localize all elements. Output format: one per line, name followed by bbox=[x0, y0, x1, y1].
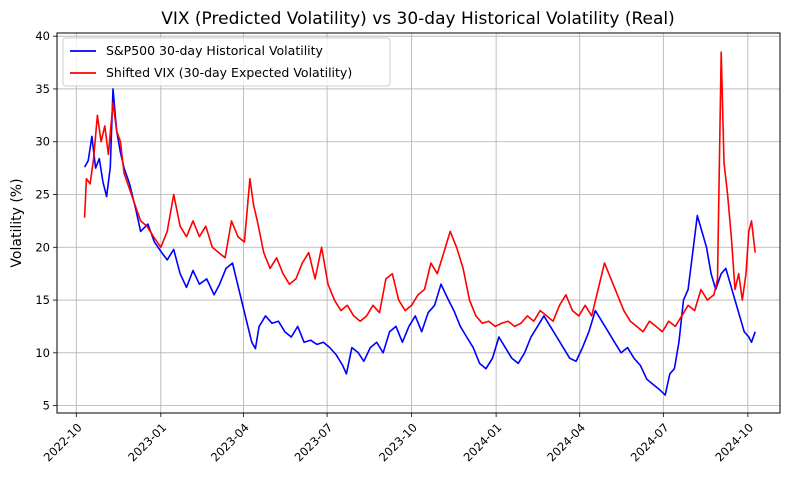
grid bbox=[57, 33, 780, 413]
y-tick-label: 25 bbox=[35, 188, 50, 202]
y-tick-label: 10 bbox=[35, 346, 50, 360]
series-layer bbox=[83, 51, 756, 396]
legend: S&P500 30-day Historical Volatility Shif… bbox=[62, 37, 391, 87]
y-tick-label: 15 bbox=[35, 293, 50, 307]
historical-volatility-line bbox=[83, 88, 756, 396]
legend-label-vix: Shifted VIX (30-day Expected Volatility) bbox=[106, 65, 352, 80]
y-tick-label: 35 bbox=[35, 82, 50, 96]
y-axis: 5 10 15 20 25 30 35 40 bbox=[35, 29, 57, 413]
y-axis-label: Volatility (%) bbox=[9, 178, 25, 267]
shifted-vix-line bbox=[83, 51, 756, 333]
y-tick-label: 20 bbox=[35, 240, 50, 254]
legend-box bbox=[62, 37, 391, 87]
chart-title: VIX (Predicted Volatility) vs 30-day His… bbox=[161, 9, 675, 29]
y-tick-label: 40 bbox=[35, 29, 50, 43]
y-tick-label: 5 bbox=[43, 399, 50, 413]
y-tick-label: 30 bbox=[35, 135, 50, 149]
plot-area-frame bbox=[56, 32, 781, 414]
legend-label-historical: S&P500 30-day Historical Volatility bbox=[106, 43, 324, 58]
